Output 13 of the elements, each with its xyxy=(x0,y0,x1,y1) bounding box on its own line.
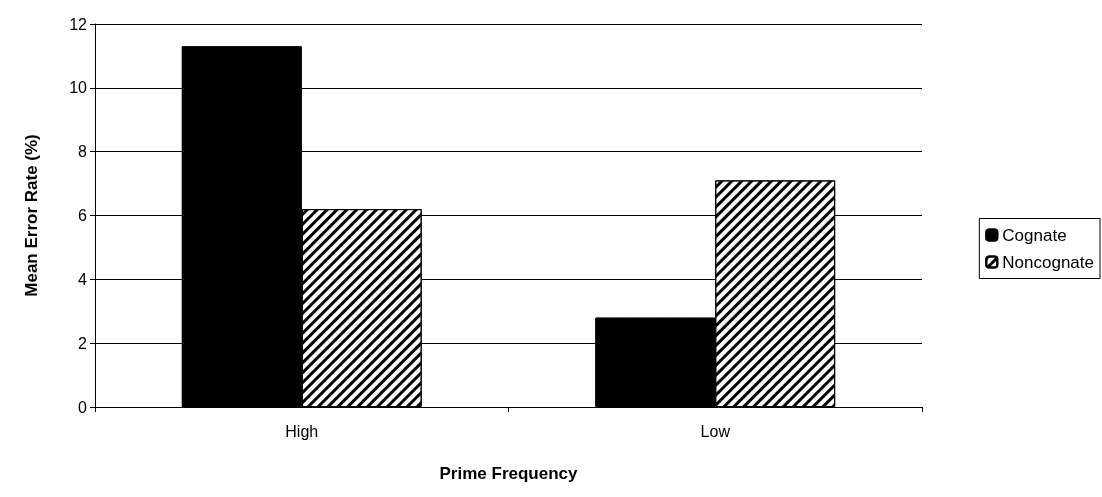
y-tick-label: 12 xyxy=(69,15,88,33)
x-tick-label: High xyxy=(285,422,319,440)
legend-label: Cognate xyxy=(1002,225,1067,245)
legend-label: Noncognate xyxy=(1002,252,1095,272)
y-tick-label: 0 xyxy=(78,398,88,416)
y-tick-label: 6 xyxy=(78,207,88,224)
y-tick-label: 8 xyxy=(78,143,88,161)
x-tick-label: Low xyxy=(700,422,731,440)
y-tick-label: 2 xyxy=(78,334,88,352)
y-tick-label: 4 xyxy=(78,270,88,288)
x-axis-title: Prime Frequency xyxy=(439,464,579,483)
y-tick-label: 10 xyxy=(69,79,88,97)
y-axis-title: Mean Error Rate (%) xyxy=(22,134,41,297)
